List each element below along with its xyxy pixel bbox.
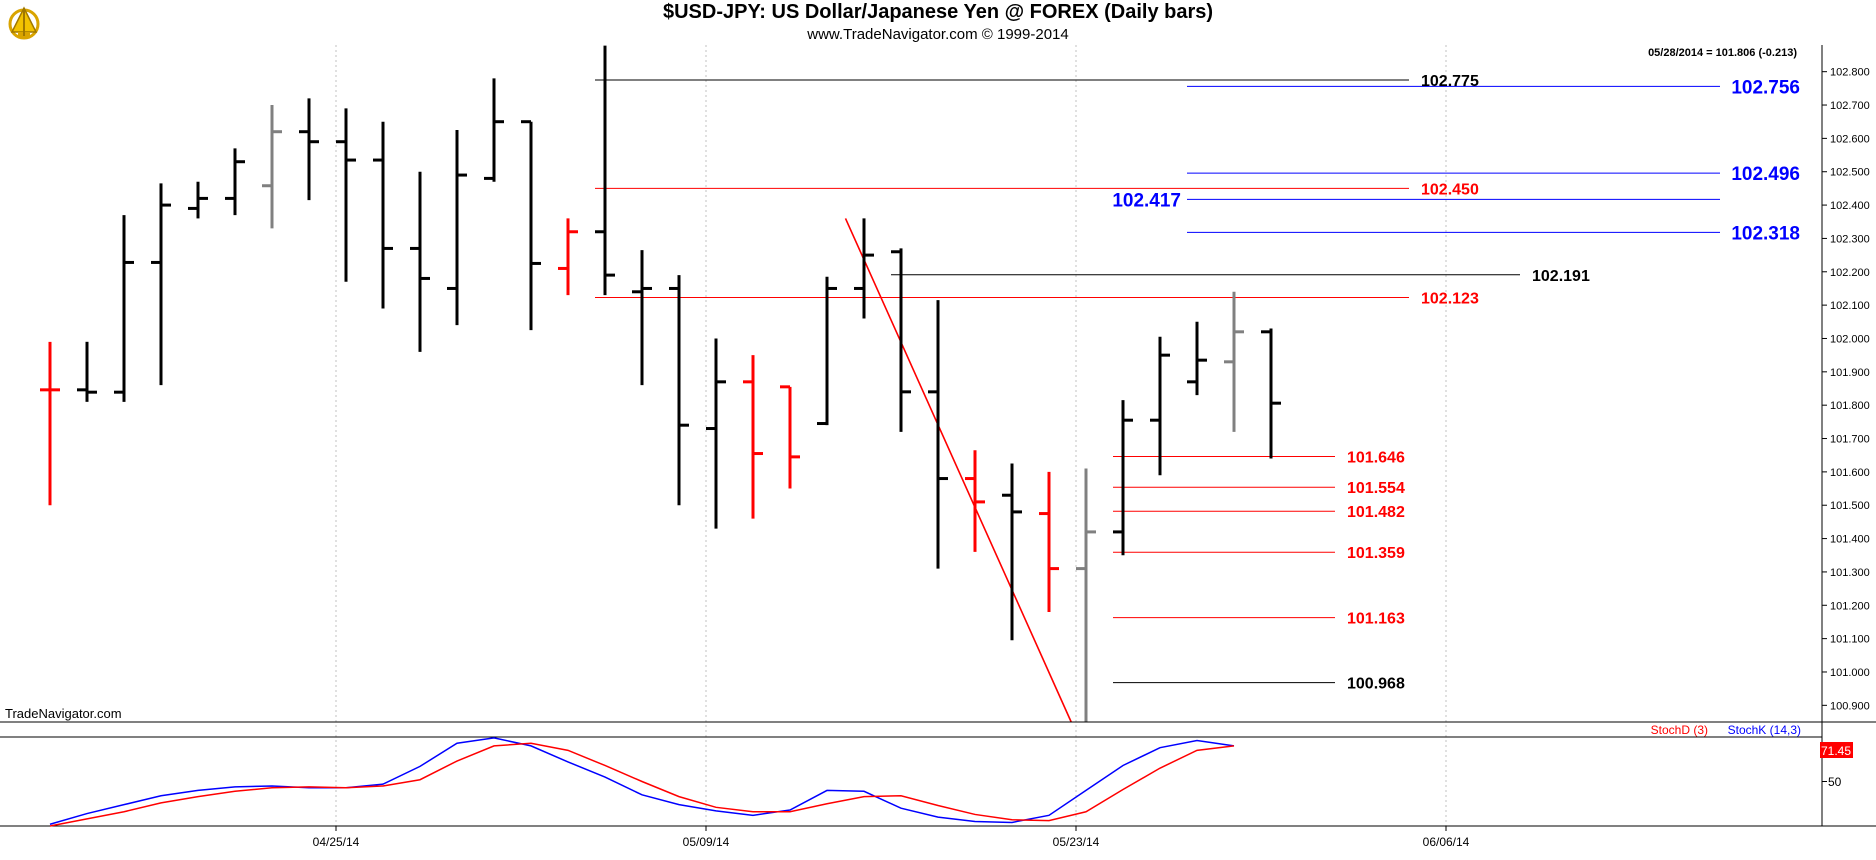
level-label: 101.359: [1347, 545, 1405, 562]
x-tick-label: 05/09/14: [683, 835, 730, 849]
y-tick-label: 101.500: [1830, 500, 1870, 512]
price-bars: [40, 45, 1281, 722]
sextant-logo-icon: [8, 6, 40, 40]
ohlc-bar: [1261, 328, 1281, 459]
level-label: 101.646: [1347, 450, 1405, 467]
ohlc-bar: [114, 215, 134, 402]
ohlc-bar: [1076, 468, 1096, 722]
ohlc-bar: [780, 385, 800, 489]
chart-title: $USD-JPY: US Dollar/Japanese Yen @ FOREX…: [662, 1, 1214, 23]
ohlc-bar: [706, 338, 726, 529]
ohlc-bar: [558, 218, 578, 296]
ohlc-bar: [817, 276, 837, 426]
ohlc-bar: [1187, 321, 1207, 396]
y-tick-label: 101.700: [1830, 434, 1870, 446]
ohlc-bar: [262, 105, 282, 229]
ohlc-bar: [521, 120, 541, 331]
ohlc-bar: [484, 78, 504, 182]
x-tick-label: 05/23/14: [1053, 835, 1100, 849]
ohlc-bar: [1224, 291, 1244, 432]
ohlc-bar: [336, 108, 356, 282]
stoch-axis-tick: 50: [1828, 775, 1842, 789]
y-tick-label: 101.400: [1830, 534, 1870, 546]
level-label: 101.482: [1347, 504, 1405, 521]
y-tick-label: 102.500: [1830, 167, 1870, 179]
y-tick-label: 101.200: [1830, 600, 1870, 612]
ohlc-bar: [1039, 471, 1059, 612]
level-label: 102.450: [1421, 181, 1479, 198]
trendline: [844, 218, 1072, 723]
y-tick-label: 101.600: [1830, 467, 1870, 479]
price-axis: 102.800 102.700 102.600 102.500 102.400 102.3…: [0, 45, 1876, 826]
level-label: 102.191: [1532, 268, 1590, 285]
y-tick-label: 102.000: [1830, 333, 1870, 345]
ohlc-bar: [1002, 463, 1022, 641]
level-label: 100.968: [1347, 676, 1405, 693]
y-tick-label: 101.800: [1830, 400, 1870, 412]
y-tick-label: 102.300: [1830, 233, 1870, 245]
y-tick-label: 100.900: [1830, 700, 1870, 712]
stoch-grid: [0, 736, 1876, 827]
y-tick-label: 102.400: [1830, 200, 1870, 212]
ohlc-bar: [743, 355, 763, 519]
level-label: 101.163: [1347, 611, 1405, 628]
level-label: 102.775: [1421, 73, 1479, 90]
y-tick-label: 102.600: [1830, 133, 1870, 145]
y-tick-label: 102.100: [1830, 300, 1870, 312]
level-label: 102.756: [1731, 77, 1800, 98]
ohlc-bar: [1150, 336, 1170, 476]
ohlc-bar: [632, 250, 652, 386]
x-tick-label: 06/06/14: [1423, 835, 1470, 849]
price-grid: [335, 45, 1447, 826]
watermark: TradeNavigator.com: [5, 706, 122, 721]
stoch-lines: [49, 737, 1235, 827]
stoch-k-legend: StochK (14,3): [1728, 723, 1801, 737]
level-labels: 102.775 102.756 102.496 102.450 102.417 102.3…: [1112, 73, 1800, 693]
ohlc-bar: [410, 171, 430, 352]
y-tick-label: 102.700: [1830, 100, 1870, 112]
x-tick-label: 04/25/14: [313, 835, 360, 849]
level-label: 102.496: [1731, 164, 1800, 185]
chart-header: $USD-JPY: US Dollar/Japanese Yen @ FOREX…: [0, 0, 1876, 45]
ohlc-bar: [225, 148, 245, 216]
ohlc-bar: [77, 341, 97, 402]
stoch-d-legend: StochD (3): [1651, 723, 1708, 737]
ohlc-bar: [854, 218, 874, 319]
ohlc-bar: [595, 45, 615, 296]
ohlc-bar: [928, 300, 948, 569]
y-tick-label: 102.800: [1830, 67, 1870, 79]
level-label: 102.318: [1731, 223, 1800, 244]
ohlc-bar: [151, 183, 171, 386]
ohlc-bar: [965, 450, 985, 552]
y-tick-label: 101.100: [1830, 634, 1870, 646]
stoch-line: [49, 737, 1235, 825]
stoch-value-text: 71.45: [1821, 744, 1851, 758]
ohlc-bar: [891, 248, 911, 432]
y-tick-label: 102.200: [1830, 267, 1870, 279]
ohlc-bar: [299, 98, 319, 201]
y-tick-label: 101.000: [1830, 667, 1870, 679]
ohlc-bar: [188, 181, 208, 219]
stoch-line: [49, 742, 1235, 827]
level-label: 102.417: [1112, 190, 1181, 211]
chart-subtitle: www.TradeNavigator.com © 1999-2014: [807, 26, 1069, 43]
level-label: 102.123: [1421, 290, 1479, 307]
ohlc-bar: [669, 275, 689, 506]
ohlc-bar: [1113, 400, 1133, 556]
y-tick-label: 101.300: [1830, 567, 1870, 579]
level-label: 101.554: [1347, 480, 1405, 497]
price-levels: [595, 79, 1720, 684]
stoch-value-badge: 71.45: [1820, 742, 1853, 758]
ohlc-bar: [373, 121, 393, 309]
ohlc-bar: [40, 341, 60, 506]
ohlc-bar: [447, 130, 467, 326]
last-price-readout: 05/28/2014 = 101.806 (-0.213): [1648, 47, 1797, 59]
y-tick-label: 101.900: [1830, 367, 1870, 379]
x-axis: 04/25/14 05/09/14 05/23/14 06/06/14: [313, 826, 1470, 849]
